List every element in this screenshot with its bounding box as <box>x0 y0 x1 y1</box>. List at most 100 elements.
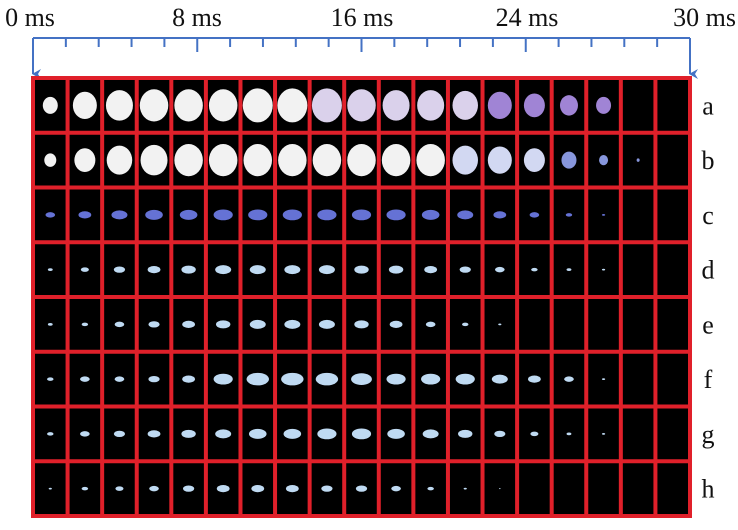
droplet-image <box>601 213 606 216</box>
droplet-image <box>386 209 406 221</box>
droplet-image <box>391 485 401 492</box>
droplet-image <box>318 319 335 329</box>
droplet-image <box>285 485 299 493</box>
droplet-image <box>596 96 612 114</box>
droplet-image <box>80 431 90 437</box>
droplet-image <box>351 428 372 440</box>
droplet-image <box>422 429 439 439</box>
droplet-image <box>114 376 125 382</box>
droplet-image <box>182 320 196 328</box>
droplet-image <box>47 432 54 436</box>
droplet-image <box>457 210 474 220</box>
droplet-image <box>421 373 441 385</box>
droplet-image <box>388 265 404 274</box>
droplet-image <box>114 321 125 328</box>
droplet-image <box>80 267 89 272</box>
time-label: 24 ms <box>496 3 559 32</box>
droplet-image <box>248 209 268 221</box>
time-label: 8 ms <box>172 3 222 32</box>
droplet-image <box>381 143 411 177</box>
droplet-image <box>459 266 471 273</box>
droplet-image <box>248 428 267 439</box>
droplet-image <box>113 430 126 438</box>
droplet-image <box>561 151 577 169</box>
droplet-image <box>315 372 339 386</box>
droplet-image <box>208 89 238 122</box>
time-label: 30 ms <box>673 3 736 32</box>
droplet-image <box>249 319 266 329</box>
droplet-image <box>452 90 478 120</box>
droplet-image <box>566 268 572 271</box>
droplet-image <box>601 268 606 271</box>
droplet-image <box>183 485 195 492</box>
droplet-image <box>115 486 124 491</box>
droplet-image <box>78 211 92 219</box>
droplet-image <box>139 89 169 122</box>
droplet-image <box>499 488 501 490</box>
droplet-image <box>559 95 578 116</box>
droplet-image <box>427 486 434 491</box>
droplet-image <box>277 88 308 123</box>
droplet-image <box>216 485 230 493</box>
droplet-image <box>105 90 133 121</box>
droplet-image <box>321 485 333 492</box>
droplet-image <box>149 485 159 492</box>
droplet-image <box>493 211 507 219</box>
droplet-image <box>282 209 302 221</box>
droplet-image <box>599 155 609 166</box>
droplet-image <box>312 143 342 177</box>
droplet-image <box>278 143 307 177</box>
droplet-image <box>208 143 238 177</box>
droplet-image <box>487 91 512 119</box>
droplet-image <box>491 374 508 384</box>
droplet-image <box>601 378 606 381</box>
droplet-image <box>242 88 273 123</box>
droplet-image <box>463 487 467 490</box>
droplet-image <box>318 265 335 275</box>
droplet-image <box>147 430 161 438</box>
droplet-image <box>213 209 233 221</box>
droplet-image <box>425 321 436 328</box>
droplet-image <box>215 265 232 275</box>
droplet-image <box>317 209 337 221</box>
droplet-image <box>148 375 160 383</box>
droplet-image <box>47 268 53 271</box>
droplet-image <box>213 373 233 385</box>
droplet-image <box>81 486 89 491</box>
row-label: b <box>702 146 715 175</box>
droplet-image <box>530 431 539 437</box>
droplet-image <box>42 96 58 114</box>
row-label: e <box>702 310 714 339</box>
row-label: c <box>702 201 714 230</box>
image-grid <box>31 76 692 518</box>
droplet-image <box>81 322 89 327</box>
droplet-image <box>283 428 302 439</box>
droplet-image <box>387 428 405 439</box>
row-label: f <box>704 365 713 394</box>
droplet-image <box>355 485 368 492</box>
droplet-image <box>281 372 304 386</box>
droplet-image <box>317 428 337 440</box>
droplet-image <box>531 267 538 272</box>
time-label: 16 ms <box>331 3 394 32</box>
droplet-image <box>424 266 438 274</box>
droplet-image <box>181 265 196 274</box>
droplet-image <box>347 89 376 122</box>
droplet-image <box>47 323 53 326</box>
droplet-image <box>311 88 342 123</box>
droplet-image <box>421 209 440 220</box>
droplet-image <box>182 375 196 383</box>
droplet-image <box>48 487 52 490</box>
droplet-image <box>243 143 273 177</box>
droplet-image <box>382 90 410 121</box>
droplet-image <box>140 144 168 176</box>
droplet-image <box>416 143 445 177</box>
droplet-image <box>181 429 196 438</box>
droplet-image <box>564 376 574 382</box>
droplet-image <box>80 376 90 382</box>
row-label: a <box>702 91 714 120</box>
droplet-image <box>179 209 198 220</box>
row-label: h <box>702 475 715 504</box>
